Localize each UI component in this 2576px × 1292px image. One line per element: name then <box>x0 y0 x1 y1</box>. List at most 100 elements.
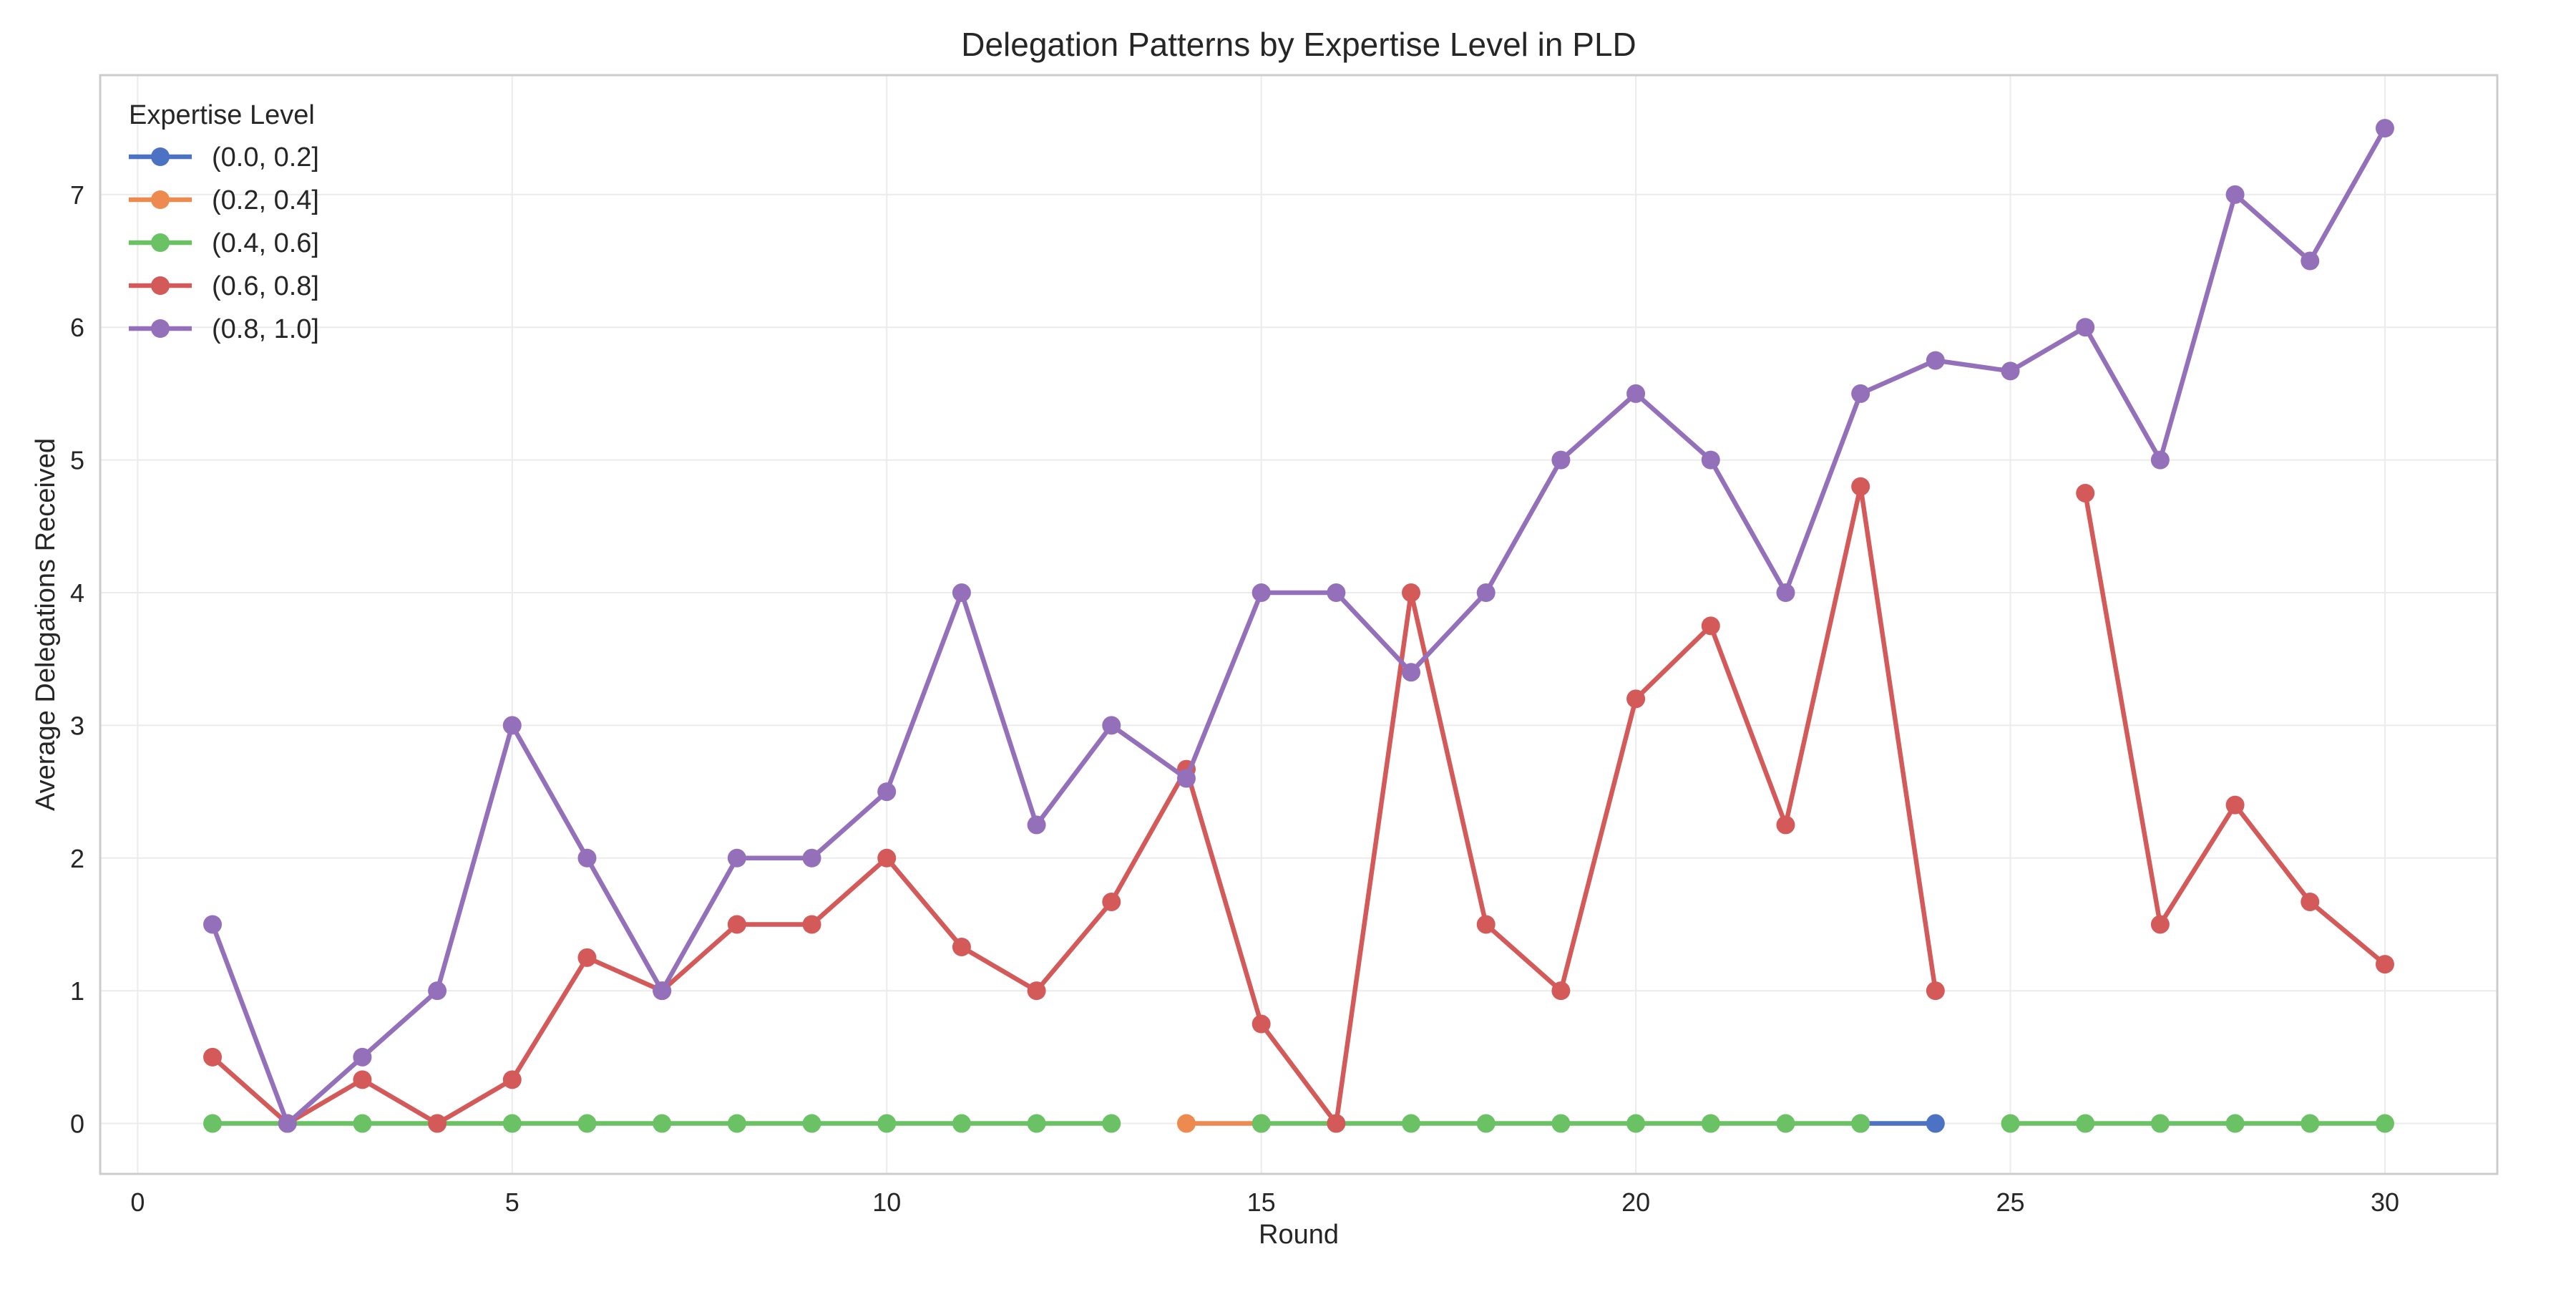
data-point <box>653 981 672 1001</box>
data-point <box>2150 1114 2170 1133</box>
data-point <box>1776 583 1795 603</box>
data-point <box>2225 1114 2245 1133</box>
x-tick-label: 25 <box>1996 1187 2025 1217</box>
series-2 <box>203 1114 2394 1133</box>
x-tick-label: 5 <box>505 1187 519 1217</box>
data-point <box>877 848 897 868</box>
x-tick-label: 30 <box>2371 1187 2399 1217</box>
data-point <box>1476 1114 1496 1133</box>
data-point <box>1252 1014 1271 1034</box>
legend-swatch-marker <box>151 190 170 209</box>
legend-item: (0.4, 0.6] <box>129 228 319 258</box>
data-point <box>1102 1114 1121 1133</box>
data-point <box>2225 185 2245 204</box>
data-point <box>2225 795 2245 815</box>
data-point <box>2301 1114 2320 1133</box>
data-point <box>952 583 971 603</box>
data-point <box>1626 689 1646 709</box>
legend-item: (0.8, 1.0] <box>129 314 319 344</box>
data-point <box>1176 769 1196 788</box>
legend-swatch-marker <box>151 319 170 338</box>
data-point <box>2150 915 2170 934</box>
data-point <box>1851 1114 1870 1133</box>
legend-label: (0.2, 0.4] <box>212 185 319 215</box>
series-line <box>210 125 2388 1126</box>
data-point <box>203 1114 223 1133</box>
data-point <box>802 915 821 934</box>
data-point <box>577 848 597 868</box>
y-tick-label: 3 <box>70 711 84 740</box>
data-point <box>1926 351 1945 370</box>
data-point <box>428 981 447 1001</box>
data-point <box>2375 119 2394 138</box>
data-point <box>2301 251 2320 271</box>
data-point <box>1102 892 1121 911</box>
data-point <box>278 1114 297 1133</box>
legend-item: (0.6, 0.8] <box>129 271 319 301</box>
legend-label: (0.0, 0.2] <box>212 142 319 173</box>
legend-swatch-marker <box>151 233 170 252</box>
y-tick-label: 0 <box>70 1109 84 1139</box>
data-point <box>353 1070 372 1089</box>
data-point <box>802 1114 821 1133</box>
data-point <box>802 848 821 868</box>
x-tick-label: 0 <box>130 1187 145 1217</box>
data-point <box>653 1114 672 1133</box>
y-tick-label: 7 <box>70 180 84 210</box>
legend-item: (0.2, 0.4] <box>129 185 319 215</box>
tick-labels: 0 5 10 15 20 25 30 0 1 2 3 4 5 6 7 <box>70 180 2399 1217</box>
data-point <box>1402 663 1421 682</box>
data-point <box>1851 384 1870 403</box>
legend-label: (0.8, 1.0] <box>212 314 319 344</box>
data-point <box>1776 1114 1795 1133</box>
data-point <box>203 1047 223 1067</box>
legend-title: Expertise Level <box>129 100 315 130</box>
data-point <box>2301 892 2320 911</box>
data-point <box>577 948 597 967</box>
plot-frame <box>99 74 2499 1175</box>
y-tick-label: 2 <box>70 844 84 873</box>
data-point <box>877 782 897 802</box>
data-point <box>1402 583 1421 603</box>
data-point <box>1551 981 1571 1001</box>
data-point <box>1252 1114 1271 1133</box>
data-point <box>727 915 746 934</box>
series-layer <box>203 119 2394 1133</box>
legend-items: (0.0, 0.2] (0.2, 0.4] (0.4, 0.6] (0.6, 0.8]… <box>129 142 319 344</box>
x-axis-label: Round <box>1259 1220 1339 1250</box>
data-point <box>1926 981 1945 1001</box>
x-tick-label: 20 <box>1621 1187 1650 1217</box>
data-point <box>203 915 223 934</box>
data-point <box>1701 1114 1720 1133</box>
y-tick-label: 4 <box>70 578 84 608</box>
data-point <box>1402 1114 1421 1133</box>
data-point <box>952 1114 971 1133</box>
legend-item: (0.0, 0.2] <box>129 142 319 173</box>
data-point <box>1327 1114 1346 1133</box>
data-point <box>1701 450 1720 470</box>
data-point <box>2076 1114 2095 1133</box>
series-4 <box>203 119 2394 1133</box>
series-3 <box>203 477 2394 1133</box>
data-point <box>1027 1114 1046 1133</box>
data-point <box>1102 716 1121 735</box>
legend-swatch-marker <box>151 147 170 166</box>
data-point <box>1252 583 1271 603</box>
data-point <box>502 716 522 735</box>
legend-label: (0.6, 0.8] <box>212 271 319 301</box>
data-point <box>727 848 746 868</box>
data-point <box>577 1114 597 1133</box>
legend: Expertise Level (0.0, 0.2] (0.2, 0.4] (0.4… <box>129 100 319 344</box>
data-point <box>353 1114 372 1133</box>
data-point <box>1027 981 1046 1001</box>
data-point <box>1027 815 1046 835</box>
data-point <box>2150 450 2170 470</box>
data-point <box>353 1047 372 1067</box>
data-point <box>2076 318 2095 337</box>
data-point <box>428 1114 447 1133</box>
data-point <box>2375 1114 2394 1133</box>
legend-label: (0.4, 0.6] <box>212 228 319 258</box>
data-point <box>877 1114 897 1133</box>
